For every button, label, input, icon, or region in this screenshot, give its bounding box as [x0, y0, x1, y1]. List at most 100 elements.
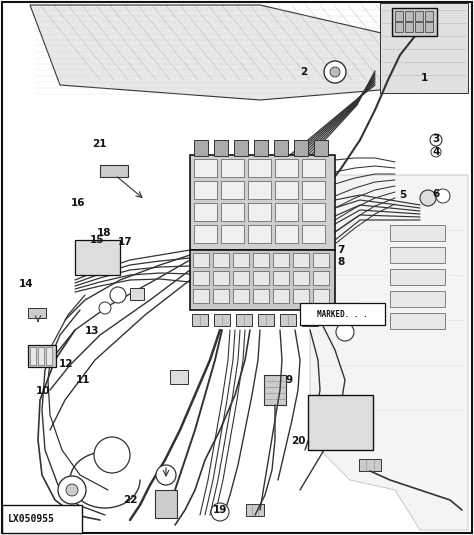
Bar	[273, 271, 289, 285]
Bar	[390, 291, 445, 307]
Bar	[194, 140, 208, 156]
Bar	[253, 271, 269, 285]
Bar	[46, 347, 52, 365]
Circle shape	[330, 67, 340, 77]
Text: 21: 21	[92, 140, 107, 149]
Bar	[415, 11, 423, 21]
Text: 9: 9	[285, 375, 293, 385]
Bar	[213, 289, 229, 303]
Bar	[395, 22, 403, 32]
Bar	[254, 140, 268, 156]
Bar	[308, 395, 373, 450]
Bar	[233, 253, 249, 267]
Text: 17: 17	[118, 237, 133, 247]
Bar	[130, 288, 144, 300]
Bar	[248, 181, 271, 199]
Bar	[155, 490, 177, 518]
Polygon shape	[30, 5, 440, 100]
Bar	[293, 289, 309, 303]
Bar	[221, 181, 244, 199]
Bar	[248, 159, 271, 177]
Bar	[415, 22, 423, 32]
Bar	[75, 240, 120, 275]
Bar	[390, 225, 445, 241]
Polygon shape	[310, 175, 468, 530]
Bar	[392, 8, 437, 36]
Bar	[273, 253, 289, 267]
Bar	[28, 308, 46, 318]
Text: 13: 13	[85, 326, 100, 335]
Bar	[193, 271, 209, 285]
Bar	[253, 289, 269, 303]
Bar	[190, 250, 335, 310]
Bar	[233, 271, 249, 285]
Text: 7: 7	[337, 246, 345, 255]
Text: 8: 8	[337, 257, 345, 267]
Text: 2: 2	[300, 67, 307, 77]
Circle shape	[436, 189, 450, 203]
Circle shape	[336, 323, 354, 341]
Bar	[405, 11, 413, 21]
Bar	[28, 345, 56, 367]
Bar	[314, 140, 328, 156]
Bar	[313, 271, 329, 285]
Bar	[221, 159, 244, 177]
Bar	[248, 203, 271, 221]
Bar	[390, 269, 445, 285]
Bar	[194, 225, 217, 243]
Text: 22: 22	[123, 495, 137, 505]
Bar	[280, 314, 296, 326]
Circle shape	[324, 61, 346, 83]
Bar	[193, 289, 209, 303]
Text: 6: 6	[432, 189, 440, 198]
Bar	[100, 165, 128, 177]
Bar	[30, 347, 36, 365]
Circle shape	[58, 476, 86, 504]
Bar	[246, 504, 264, 516]
Bar	[293, 253, 309, 267]
Bar	[313, 289, 329, 303]
Text: 18: 18	[97, 228, 111, 238]
Bar	[213, 253, 229, 267]
Text: LX050955: LX050955	[8, 514, 55, 524]
Bar	[275, 159, 298, 177]
Circle shape	[420, 190, 436, 206]
Text: MARKED. . .: MARKED. . .	[317, 310, 368, 318]
Text: 14: 14	[19, 279, 33, 288]
Bar	[380, 3, 468, 93]
Bar	[236, 314, 252, 326]
Bar	[221, 225, 244, 243]
Bar	[405, 22, 413, 32]
Bar	[302, 159, 325, 177]
Bar	[234, 140, 248, 156]
Text: 4: 4	[432, 148, 440, 157]
Bar	[221, 203, 244, 221]
Bar	[275, 203, 298, 221]
Circle shape	[431, 147, 441, 157]
Bar	[302, 181, 325, 199]
Bar	[274, 140, 288, 156]
Bar	[275, 225, 298, 243]
Bar	[302, 314, 318, 326]
Bar	[170, 370, 188, 384]
Text: 5: 5	[399, 190, 407, 200]
Circle shape	[66, 484, 78, 496]
Bar	[300, 303, 385, 325]
Bar	[248, 225, 271, 243]
Bar	[194, 181, 217, 199]
Text: 20: 20	[292, 437, 306, 446]
Bar	[395, 11, 403, 21]
Circle shape	[99, 302, 111, 314]
Bar	[390, 313, 445, 329]
Bar	[2, 505, 82, 533]
Text: 3: 3	[432, 134, 440, 144]
Bar	[214, 314, 230, 326]
Bar	[190, 155, 335, 250]
Circle shape	[430, 134, 442, 146]
Text: 10: 10	[36, 386, 50, 395]
Bar	[214, 140, 228, 156]
Bar	[302, 203, 325, 221]
Text: 16: 16	[71, 198, 85, 208]
Text: 12: 12	[59, 359, 73, 369]
Circle shape	[156, 465, 176, 485]
